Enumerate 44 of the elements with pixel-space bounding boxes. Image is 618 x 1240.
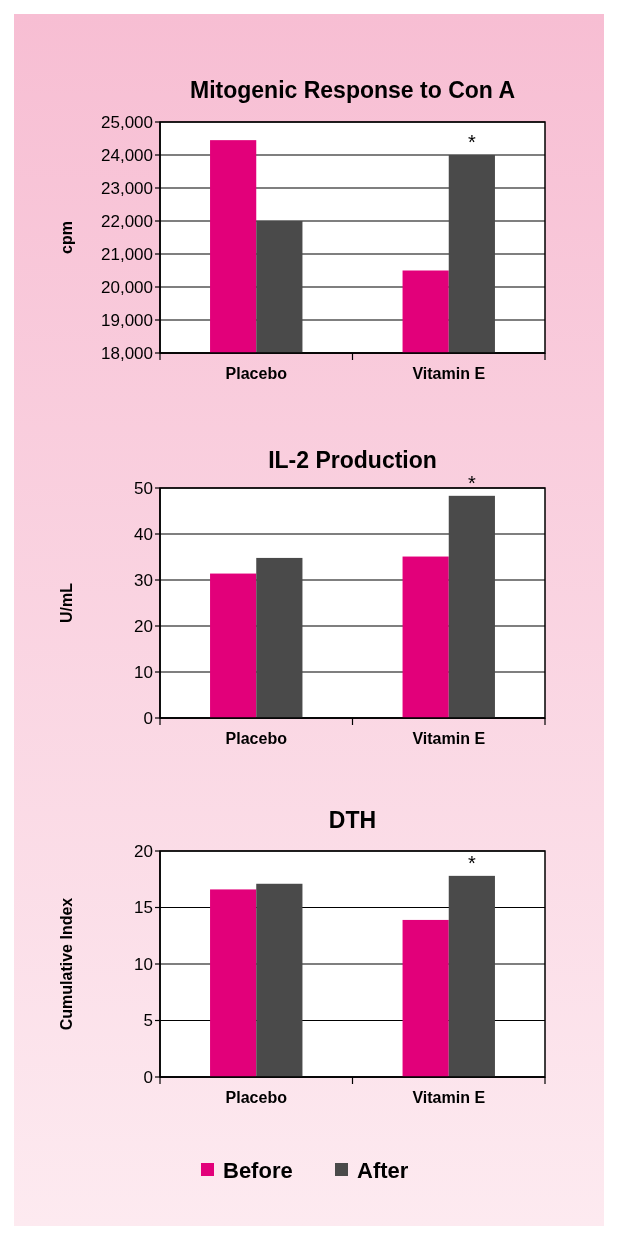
y-tick-label: 40 (134, 524, 153, 544)
chart-title: DTH (328, 807, 377, 833)
y-tick-label: 5 (143, 1011, 153, 1031)
y-tick-label: 0 (143, 1067, 153, 1087)
x-tick-label: Vitamin E (412, 730, 486, 747)
bar (402, 919, 449, 1077)
bar (402, 556, 449, 718)
y-tick-label: 20 (134, 841, 153, 861)
y-tick-label: 20 (134, 616, 153, 636)
y-tick-label: 25,000 (101, 112, 153, 132)
legend-label: After (357, 1158, 409, 1183)
y-axis-title: Cumulative Index (58, 897, 75, 1031)
y-tick-label: 50 (134, 478, 153, 498)
y-tick-label: 23,000 (101, 178, 153, 198)
y-tick-label: 22,000 (101, 211, 153, 231)
legend-label: Before (223, 1158, 293, 1183)
y-tick-label: 20,000 (101, 277, 153, 297)
y-tick-label: 24,000 (101, 145, 153, 165)
y-tick-label: 10 (134, 954, 153, 974)
chart-title: IL-2 Production (268, 447, 437, 473)
chart-title: Mitogenic Response to Con A (190, 77, 515, 103)
y-axis-title: U/mL (58, 582, 75, 623)
bar (210, 889, 257, 1077)
annotation: * (467, 851, 476, 874)
y-tick-label: 18,000 (101, 343, 153, 363)
bar (448, 875, 495, 1077)
x-tick-label: Vitamin E (412, 365, 486, 382)
x-tick-label: Placebo (225, 730, 288, 747)
x-tick-label: Vitamin E (412, 1089, 486, 1106)
y-tick-label: 21,000 (101, 244, 153, 264)
y-tick-label: 0 (143, 708, 153, 728)
bar (448, 495, 495, 718)
bar (256, 557, 303, 718)
y-tick-label: 10 (134, 662, 153, 682)
bar (256, 883, 303, 1077)
x-tick-label: Placebo (225, 365, 288, 382)
bar (210, 573, 257, 718)
y-axis-title: cpm (58, 221, 75, 254)
y-tick-label: 15 (134, 898, 153, 918)
y-tick-label: 30 (134, 570, 153, 590)
annotation: * (467, 131, 476, 153)
x-tick-label: Placebo (225, 1089, 288, 1106)
annotation: * (467, 471, 476, 494)
y-tick-label: 19,000 (101, 310, 153, 330)
